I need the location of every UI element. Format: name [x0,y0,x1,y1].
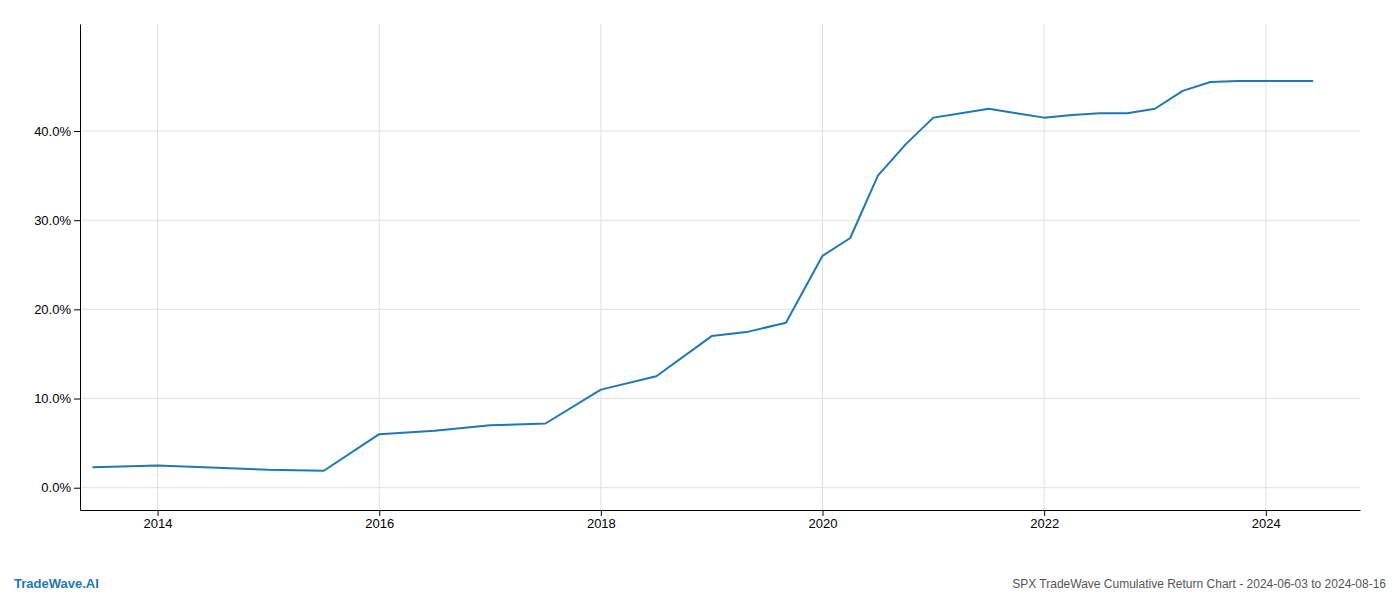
tick-mark [601,510,602,516]
tick: 2024 [1252,510,1281,531]
grid-line [1265,24,1266,510]
grid [80,24,1360,510]
tick-label: 20.0% [34,302,71,317]
grid-line [80,398,1360,399]
tick-mark [823,510,824,516]
tick: 2018 [587,510,616,531]
tick: 10.0% [34,391,80,406]
tick: 40.0% [34,124,80,139]
tick-label: 0.0% [41,480,71,495]
tick-label: 2022 [1030,516,1059,531]
tick-mark [74,309,80,310]
tick-label: 10.0% [34,391,71,406]
tick-mark [74,488,80,489]
tick: 2016 [365,510,394,531]
axis-line [81,510,1361,511]
x-axis: 2014 2016 2018 2020 2022 2024 [81,510,1361,531]
tick-mark [74,399,80,400]
tick-label: 40.0% [34,124,71,139]
axis-line [80,25,81,511]
tick-mark [158,510,159,516]
title: SPX TradeWave Cumulative Return Chart - … [1012,577,1386,591]
y-axis: 0.0% 10.0% 20.0% 30.0% 40.0% [34,25,80,511]
grid-line [80,220,1360,221]
tick: 2022 [1030,510,1059,531]
tick-label: 2014 [144,516,173,531]
tick: 30.0% [34,213,80,228]
tick-label: 30.0% [34,213,71,228]
plot-area: 2014 2016 2018 2020 2022 2024 0.0% 10.0% 20.0% 30… [34,24,1360,531]
tick-label: 2024 [1252,516,1281,531]
grid-line [80,487,1360,488]
tick: 2020 [809,510,838,531]
tick: 20.0% [34,302,80,317]
grid-line [600,24,601,510]
tick-mark [1044,510,1045,516]
grid-line [822,24,823,510]
tick-label: 2020 [809,516,838,531]
tick: 0.0% [41,480,80,495]
grid-line [379,24,380,510]
tick-mark [379,510,380,516]
grid-line [80,131,1360,132]
line [93,81,1312,471]
watermark: TradeWave.AI [14,576,99,591]
tick-label: 2016 [365,516,394,531]
tick-mark [1266,510,1267,516]
grid-line [80,309,1360,310]
tick-mark [74,220,80,221]
tick-label: 2018 [587,516,616,531]
tick-mark [74,131,80,132]
grid-line [1044,24,1045,510]
marks [93,81,1312,471]
chart: 2014 2016 2018 2020 2022 2024 0.0% 10.0% 20.0% 30… [0,0,1400,600]
grid-line [157,24,158,510]
tick: 2014 [144,510,173,531]
